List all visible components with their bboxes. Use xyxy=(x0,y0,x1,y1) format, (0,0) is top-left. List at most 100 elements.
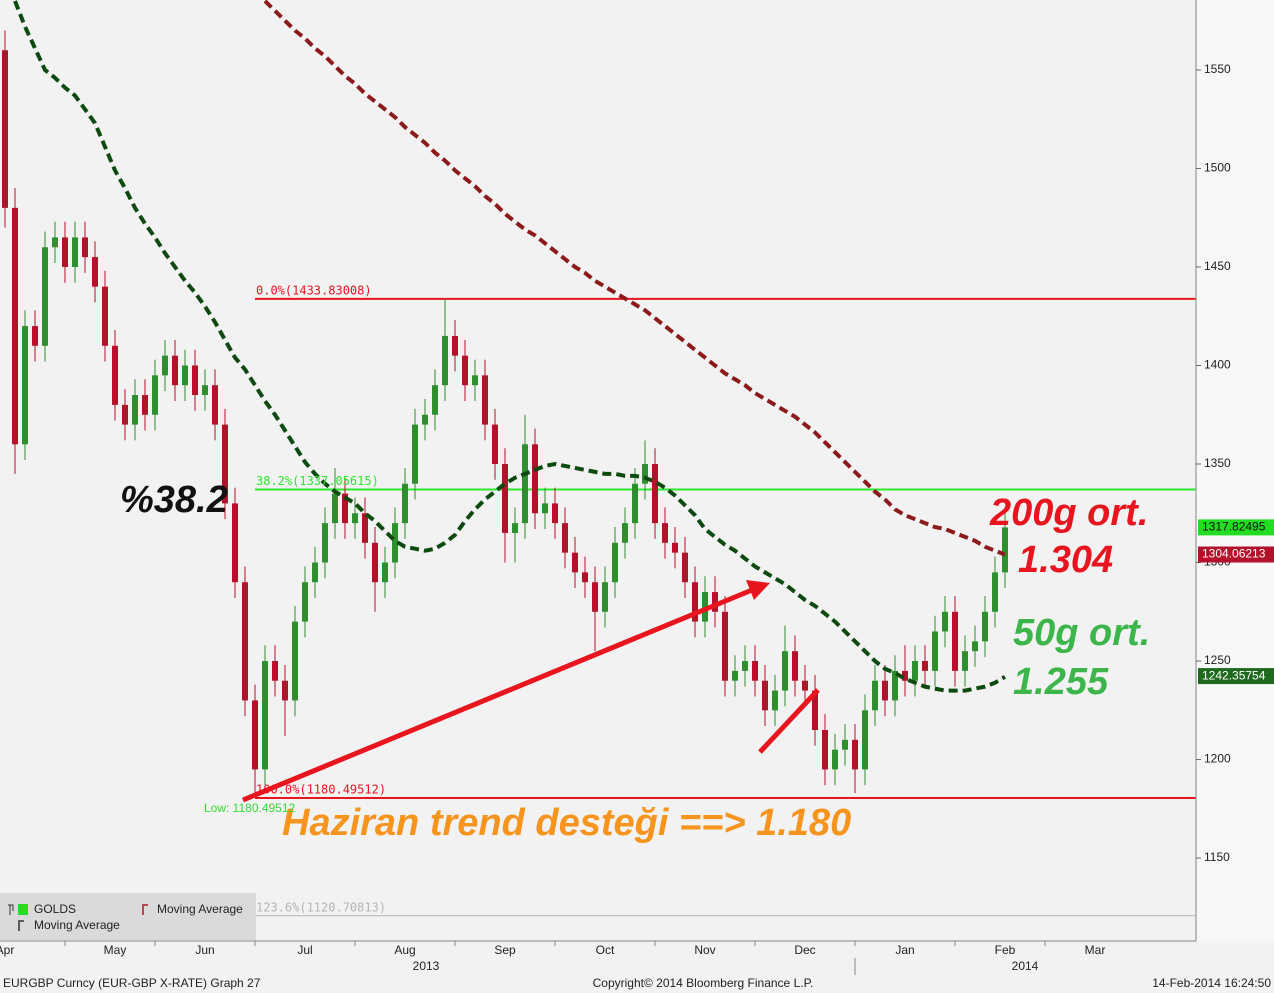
candle-body xyxy=(252,700,258,770)
candle-body xyxy=(442,335,448,386)
candle-body xyxy=(292,621,298,701)
candle-body xyxy=(332,493,338,524)
candle-body xyxy=(732,670,738,681)
axis-panel xyxy=(1197,0,1274,941)
x-tick-label: Jan xyxy=(895,943,914,957)
candle-body xyxy=(172,355,178,386)
last-value-tag xyxy=(1198,668,1274,685)
candle-body xyxy=(42,247,48,346)
candle-body xyxy=(222,424,228,504)
candle-body xyxy=(582,572,588,583)
annotation: 1.304 xyxy=(1018,539,1113,581)
candle-body xyxy=(852,739,858,770)
candle-body xyxy=(552,503,558,524)
candle-body xyxy=(12,207,18,445)
x-tick-label: Jun xyxy=(195,943,214,957)
candle-body xyxy=(642,463,648,484)
year-label: 2013 xyxy=(413,959,440,973)
candle-body xyxy=(422,414,428,425)
candle-body xyxy=(72,237,78,267)
candle-body xyxy=(902,670,908,681)
candle-body xyxy=(402,483,408,524)
year-label: 2014 xyxy=(1012,959,1039,973)
candle-body xyxy=(932,631,938,671)
y-tick-label: 1150 xyxy=(1204,850,1230,864)
candle-body xyxy=(182,365,188,386)
candle-body xyxy=(1002,527,1008,573)
annotation: 1.255 xyxy=(1013,661,1109,703)
candle-body xyxy=(872,680,878,711)
candle-body xyxy=(382,562,388,583)
candle-body xyxy=(242,582,248,701)
candle-body xyxy=(92,257,98,287)
candle-body xyxy=(742,661,748,671)
candle-body xyxy=(782,651,788,691)
candle-body xyxy=(942,611,948,632)
last-value-label: 1317.82495 xyxy=(1202,520,1266,534)
last-value-tag xyxy=(1198,519,1274,536)
candle-body xyxy=(512,523,518,533)
candle-body xyxy=(752,661,758,681)
candle-body xyxy=(632,483,638,524)
x-tick-label: Aug xyxy=(394,943,415,957)
candle-body xyxy=(722,611,728,681)
candle-body xyxy=(832,749,838,770)
y-tick-label: 1450 xyxy=(1204,259,1231,273)
y-tick-label: 1350 xyxy=(1204,456,1231,470)
candle-body xyxy=(972,641,978,652)
candle-body xyxy=(52,237,58,248)
candle-body xyxy=(152,375,158,415)
y-tick-label: 1400 xyxy=(1204,358,1231,372)
candle-body xyxy=(532,444,538,514)
candle-body xyxy=(142,395,148,415)
candle-body xyxy=(982,611,988,642)
x-tick-label: Sep xyxy=(494,943,516,957)
candle-body xyxy=(602,582,608,612)
candle-body xyxy=(262,661,268,770)
candle-body xyxy=(412,424,418,484)
annotation: 50g ort. xyxy=(1013,612,1150,654)
candle-body xyxy=(362,513,368,543)
candle-body xyxy=(822,729,828,770)
candle-body xyxy=(112,345,118,405)
candle-body xyxy=(372,542,378,583)
candle-body xyxy=(892,670,898,701)
candle-body xyxy=(812,690,818,730)
candle-body xyxy=(192,365,198,396)
trend-arrow xyxy=(242,587,753,803)
candle-body xyxy=(762,680,768,711)
y-tick-label: 1200 xyxy=(1204,752,1231,766)
candle-body xyxy=(612,542,618,583)
candle-body xyxy=(662,523,668,543)
y-tick-label: 1250 xyxy=(1204,653,1231,667)
footer-right: 14-Feb-2014 16:24:50 xyxy=(1152,976,1271,990)
candle-body xyxy=(712,592,718,612)
candle-body xyxy=(282,680,288,701)
candle-body xyxy=(922,661,928,671)
candle-body xyxy=(202,385,208,396)
candle-body xyxy=(592,582,598,612)
arrow-head xyxy=(746,580,770,600)
candle-body xyxy=(212,385,218,425)
x-tick-label: Dec xyxy=(794,943,815,957)
fib-label: 38.2%(1337.05615) xyxy=(256,474,379,488)
candle-body xyxy=(162,355,168,376)
candle-body xyxy=(2,50,8,208)
annotation: Haziran trend desteği ==> 1.180 xyxy=(282,802,851,844)
candle-body xyxy=(122,404,128,425)
candle-body xyxy=(882,680,888,701)
candle-body xyxy=(692,582,698,622)
legend-icon xyxy=(18,920,24,931)
x-tick-label: Jul xyxy=(297,943,312,957)
candle-body xyxy=(622,523,628,543)
footer-left: EURGBP Curncy (EUR-GBP X-RATE) Graph 27 xyxy=(3,976,261,990)
legend-label: Moving Average xyxy=(34,918,120,932)
low-label: Low: 1180.49512 xyxy=(204,801,296,815)
candle-body xyxy=(562,523,568,553)
annotation: %38.2 xyxy=(120,479,228,521)
footer-center: Copyright© 2014 Bloomberg Finance L.P. xyxy=(593,976,814,990)
candle-body xyxy=(312,562,318,583)
candle-body xyxy=(792,651,798,681)
candle-body xyxy=(772,690,778,711)
